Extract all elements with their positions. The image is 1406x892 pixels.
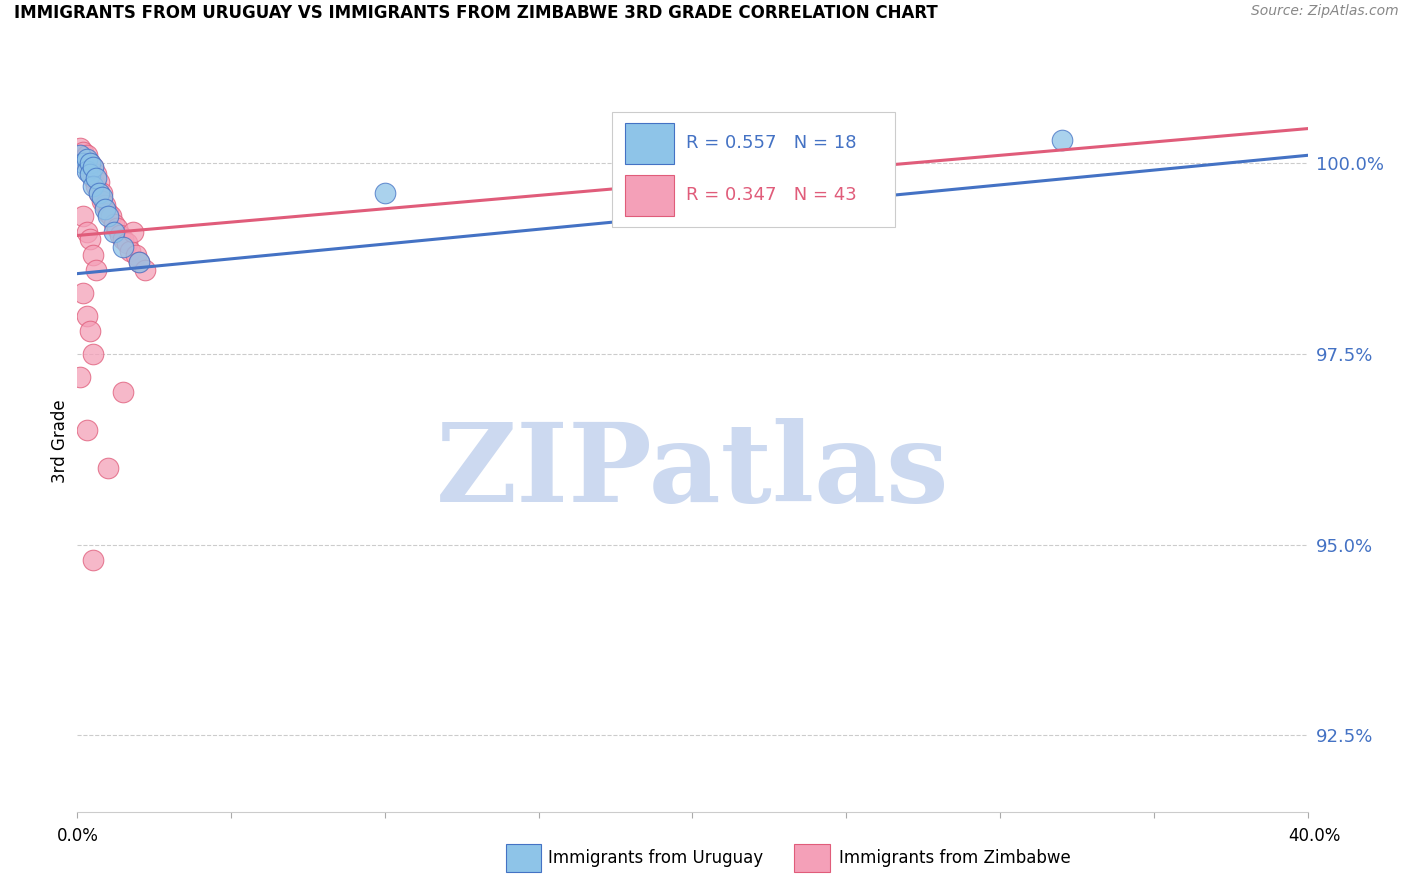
Point bbox=[97, 210, 120, 224]
Point bbox=[76, 423, 98, 437]
Point bbox=[82, 347, 104, 361]
Bar bbox=[624, 175, 673, 216]
Text: Immigrants from Zimbabwe: Immigrants from Zimbabwe bbox=[839, 849, 1071, 867]
Point bbox=[87, 186, 110, 201]
Point bbox=[84, 262, 107, 277]
Point bbox=[115, 236, 138, 251]
Point bbox=[84, 168, 107, 182]
Point bbox=[84, 178, 107, 193]
Text: 0.0%: 0.0% bbox=[56, 827, 98, 845]
Point bbox=[79, 163, 101, 178]
Point bbox=[72, 285, 94, 300]
Text: R = 0.347   N = 43: R = 0.347 N = 43 bbox=[686, 186, 858, 204]
Point bbox=[72, 145, 94, 159]
Point bbox=[79, 324, 101, 338]
Text: IMMIGRANTS FROM URUGUAY VS IMMIGRANTS FROM ZIMBABWE 3RD GRADE CORRELATION CHART: IMMIGRANTS FROM URUGUAY VS IMMIGRANTS FR… bbox=[14, 4, 938, 22]
Point bbox=[90, 190, 114, 204]
Point bbox=[90, 194, 114, 208]
Point bbox=[82, 171, 104, 186]
Point bbox=[90, 186, 114, 201]
Point bbox=[79, 168, 101, 182]
Point bbox=[76, 225, 98, 239]
Point bbox=[76, 152, 98, 166]
Point bbox=[69, 369, 91, 384]
Text: 40.0%: 40.0% bbox=[1288, 827, 1341, 845]
Point bbox=[94, 202, 117, 216]
Text: Source: ZipAtlas.com: Source: ZipAtlas.com bbox=[1251, 4, 1399, 19]
Point bbox=[97, 205, 120, 219]
Point bbox=[134, 262, 156, 277]
Point bbox=[105, 220, 128, 235]
Point bbox=[79, 156, 101, 170]
Point bbox=[84, 171, 107, 186]
Point bbox=[112, 384, 135, 399]
Point bbox=[72, 210, 94, 224]
Point bbox=[128, 255, 150, 269]
Point bbox=[69, 141, 91, 155]
Point bbox=[76, 156, 98, 170]
Point bbox=[87, 175, 110, 189]
Point bbox=[1050, 133, 1073, 147]
Text: ZIPatlas: ZIPatlas bbox=[436, 417, 949, 524]
Point bbox=[76, 309, 98, 323]
Point bbox=[82, 553, 104, 567]
Point bbox=[82, 160, 104, 174]
FancyBboxPatch shape bbox=[613, 112, 896, 227]
Point bbox=[87, 186, 110, 201]
Point bbox=[69, 148, 91, 162]
Point bbox=[82, 160, 104, 174]
Point bbox=[94, 198, 117, 212]
Point bbox=[118, 244, 141, 258]
Y-axis label: 3rd Grade: 3rd Grade bbox=[51, 400, 69, 483]
Point bbox=[110, 228, 132, 243]
Point bbox=[112, 232, 135, 246]
Point bbox=[374, 186, 396, 201]
Point bbox=[97, 461, 120, 475]
Point bbox=[100, 210, 122, 224]
Point bbox=[69, 148, 91, 162]
Point bbox=[76, 148, 98, 162]
Point bbox=[103, 217, 125, 231]
Point bbox=[82, 178, 104, 193]
Point bbox=[72, 156, 94, 170]
Point bbox=[121, 225, 143, 239]
Point bbox=[128, 255, 150, 269]
Bar bbox=[624, 123, 673, 164]
Point bbox=[125, 247, 148, 261]
Point bbox=[72, 152, 94, 166]
Point bbox=[76, 163, 98, 178]
Point bbox=[82, 247, 104, 261]
Point bbox=[103, 225, 125, 239]
Point bbox=[79, 232, 101, 246]
Point bbox=[112, 240, 135, 254]
Text: R = 0.557   N = 18: R = 0.557 N = 18 bbox=[686, 134, 856, 153]
Point bbox=[79, 156, 101, 170]
Text: Immigrants from Uruguay: Immigrants from Uruguay bbox=[548, 849, 763, 867]
